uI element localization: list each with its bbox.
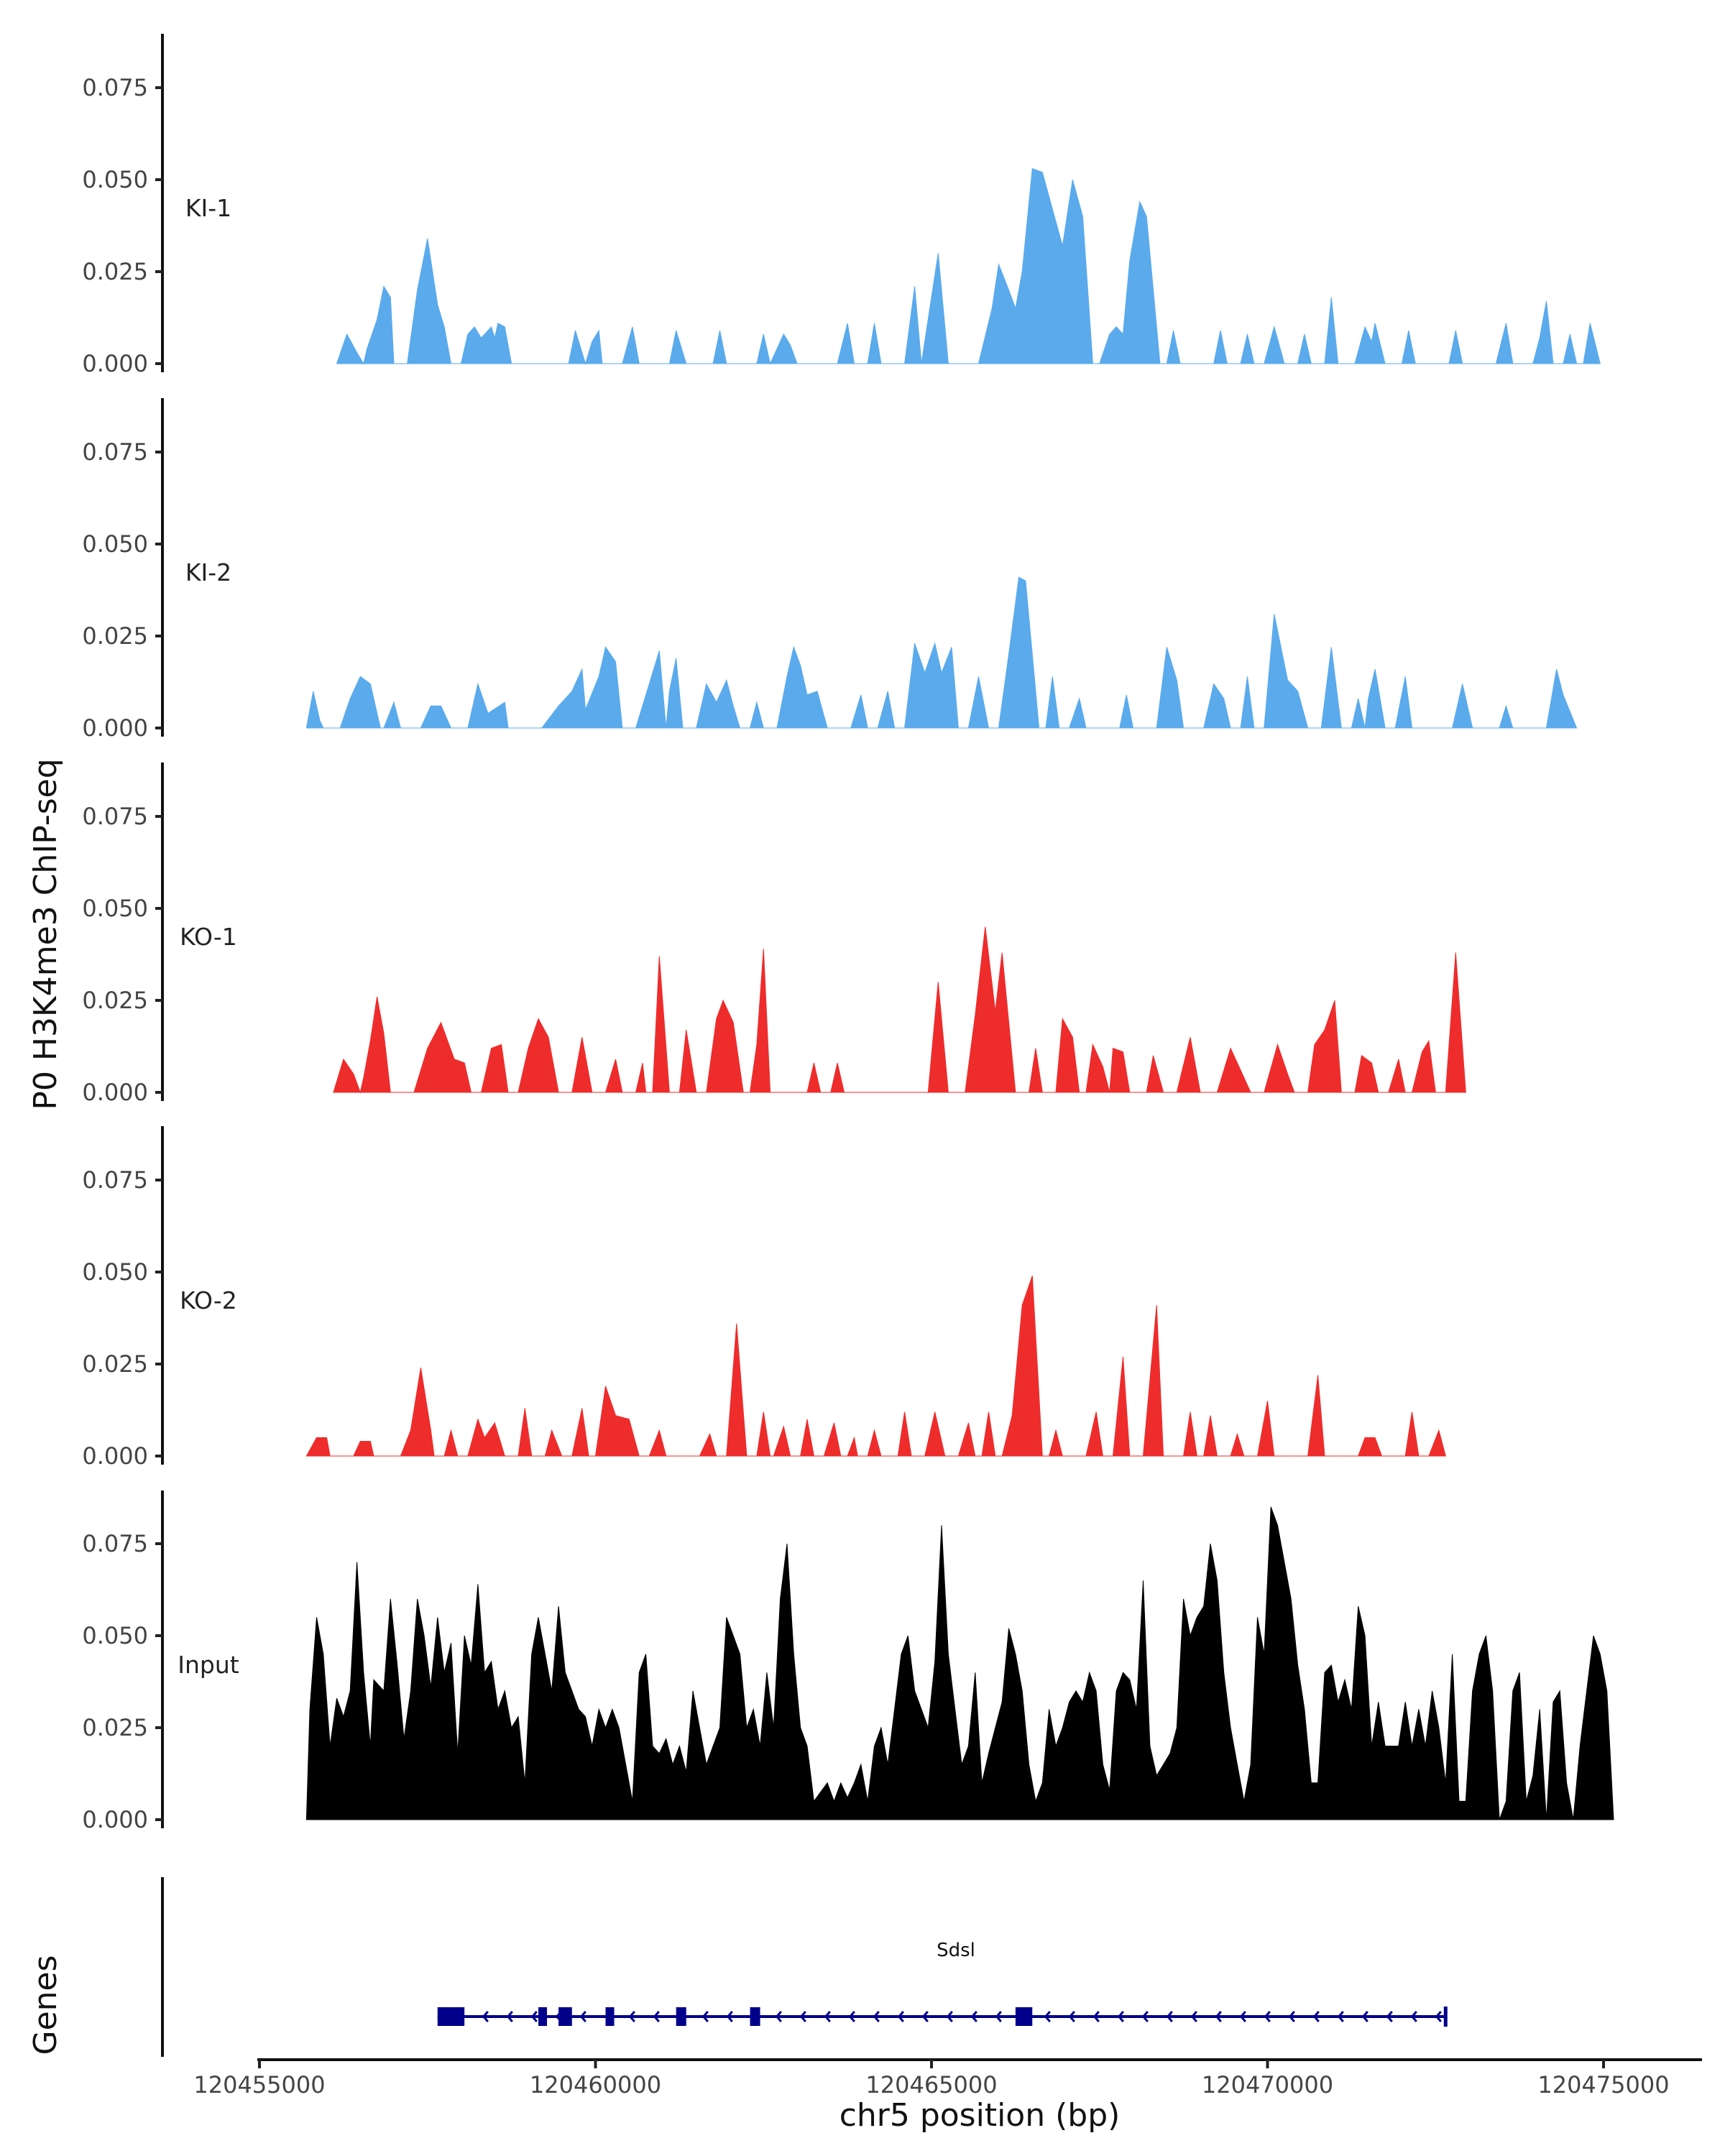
y-tick-label: 0.000 [82,1442,148,1470]
track-label-ko-1: KO-1 [180,923,237,951]
tracks-layer: 0.0000.0250.0500.075KI-10.0000.0250.0500… [82,34,1614,1833]
gene-strand-arrow [897,2011,904,2022]
x-tick-label: 120455000 [193,2071,325,2099]
y-tick-label: 0.025 [82,622,148,650]
gene-exon [605,2007,615,2026]
gene-strand-arrow [1361,2011,1368,2022]
gene-strand-arrow [1337,2011,1344,2022]
gene-strand-arrow [530,2011,538,2022]
genes-track-label: Genes [27,1955,64,2055]
y-tick-label: 0.075 [82,1166,148,1194]
track-area-ki-1 [336,167,1601,365]
y-tick-label: 0.075 [82,438,148,466]
gene-strand-arrow [1190,2011,1197,2022]
y-tick-label: 0.000 [82,1079,148,1106]
track-panel-ko-2: 0.000 0.025 0.050 0.075 KO-2 [82,1126,1446,1470]
genes-track: Sdsl [161,1877,1448,2057]
y-tick-label: 0.075 [82,74,148,101]
gene-exon [538,2007,548,2026]
gene-strand-arrow [482,2011,489,2022]
gene-strand-arrow [921,2011,929,2022]
x-tick-label: 120475000 [1537,2071,1669,2099]
gene-strand-arrow [799,2011,806,2022]
y-tick-label: 0.025 [82,1714,148,1741]
gene-exon [558,2007,572,2026]
y-tick-label: 0.050 [82,895,148,922]
gene-strand-arrow [995,2011,1002,2022]
gene-strand-arrow [1117,2011,1124,2022]
x-axis: 120455000 120460000 120465000 120470000 1204… [193,2058,1702,2099]
gene-strand-arrow [1092,2011,1100,2022]
x-axis-title: chr5 position (bp) [840,2097,1121,2134]
y-tick-label: 0.075 [82,1530,148,1557]
track-area-ki-2 [305,576,1578,729]
gene-strand-arrow [506,2011,513,2022]
track-area-ko-1 [333,926,1466,1094]
y-tick-label: 0.050 [82,1258,148,1286]
track-panel-ki-1: 0.000 0.025 0.050 0.075 KI-1 [82,34,1601,377]
gene-strand-arrow [1141,2011,1149,2022]
gene-strand-arrow [970,2011,978,2022]
gene-strand-arrow [628,2011,635,2022]
gene-strand-arrow [824,2011,831,2022]
gene-strand-arrow [1288,2011,1295,2022]
gene-strand-arrow [1068,2011,1075,2022]
gene-strand-arrow [848,2011,855,2022]
y-tick-label: 0.050 [82,166,148,193]
y-tick-label: 0.025 [82,258,148,285]
x-tick-label: 120460000 [530,2071,661,2099]
gene-strand-arrow [579,2011,586,2022]
track-area-input [305,1506,1614,1820]
gene-strand-arrow [702,2011,709,2022]
gene-strand-arrow [1410,2011,1417,2022]
gene-exon [750,2007,760,2026]
track-label-input: Input [178,1651,239,1679]
gene-strand-arrow [1312,2011,1320,2022]
track-label-ko-2: KO-2 [180,1286,237,1314]
gene-name-label: Sdsl [937,1940,975,1961]
y-tick-label: 0.000 [82,714,148,742]
y-tick-label: 0.000 [82,350,148,377]
gene-strand-arrow [1044,2011,1051,2022]
y-tick-label: 0.025 [82,1350,148,1378]
gene-strand-arrow [653,2011,660,2022]
gene-exon [676,2007,686,2026]
x-tick-label: 120470000 [1202,2071,1333,2099]
track-panel-ki-2: 0.000 0.025 0.050 0.075 KI-2 [82,398,1578,742]
y-tick-label: 0.050 [82,530,148,558]
track-label-ki-2: KI-2 [185,558,231,586]
track-label-ki-1: KI-1 [185,194,231,222]
gene-strand-arrow [1386,2011,1393,2022]
gene-strand-arrow [1239,2011,1246,2022]
track-area-ko-2 [305,1275,1446,1457]
gene-strand-arrow [1166,2011,1173,2022]
y-axis-title: P0 H3K4me3 ChIP-seq [27,758,64,1110]
y-tick-label: 0.000 [82,1806,148,1833]
gene-strand-arrow [775,2011,782,2022]
track-panel-input: 0.000 0.025 0.050 0.075 Input [82,1491,1614,1833]
x-tick-label: 120465000 [865,2071,997,2099]
track-panel-ko-1: 0.000 0.025 0.050 0.075 KO-1 [82,763,1466,1106]
gene-exon [1015,2007,1033,2026]
gene-strand-arrow [873,2011,880,2022]
gene-strand-arrow [1435,2011,1442,2022]
y-tick-label: 0.075 [82,803,148,830]
gene-strand-arrow [1215,2011,1222,2022]
gene-exon [437,2007,465,2026]
gene-strand-arrow [726,2011,733,2022]
gene-strand-arrow [946,2011,953,2022]
gene-strand-arrow [1264,2011,1271,2022]
y-tick-label: 0.050 [82,1622,148,1649]
y-tick-label: 0.025 [82,987,148,1014]
